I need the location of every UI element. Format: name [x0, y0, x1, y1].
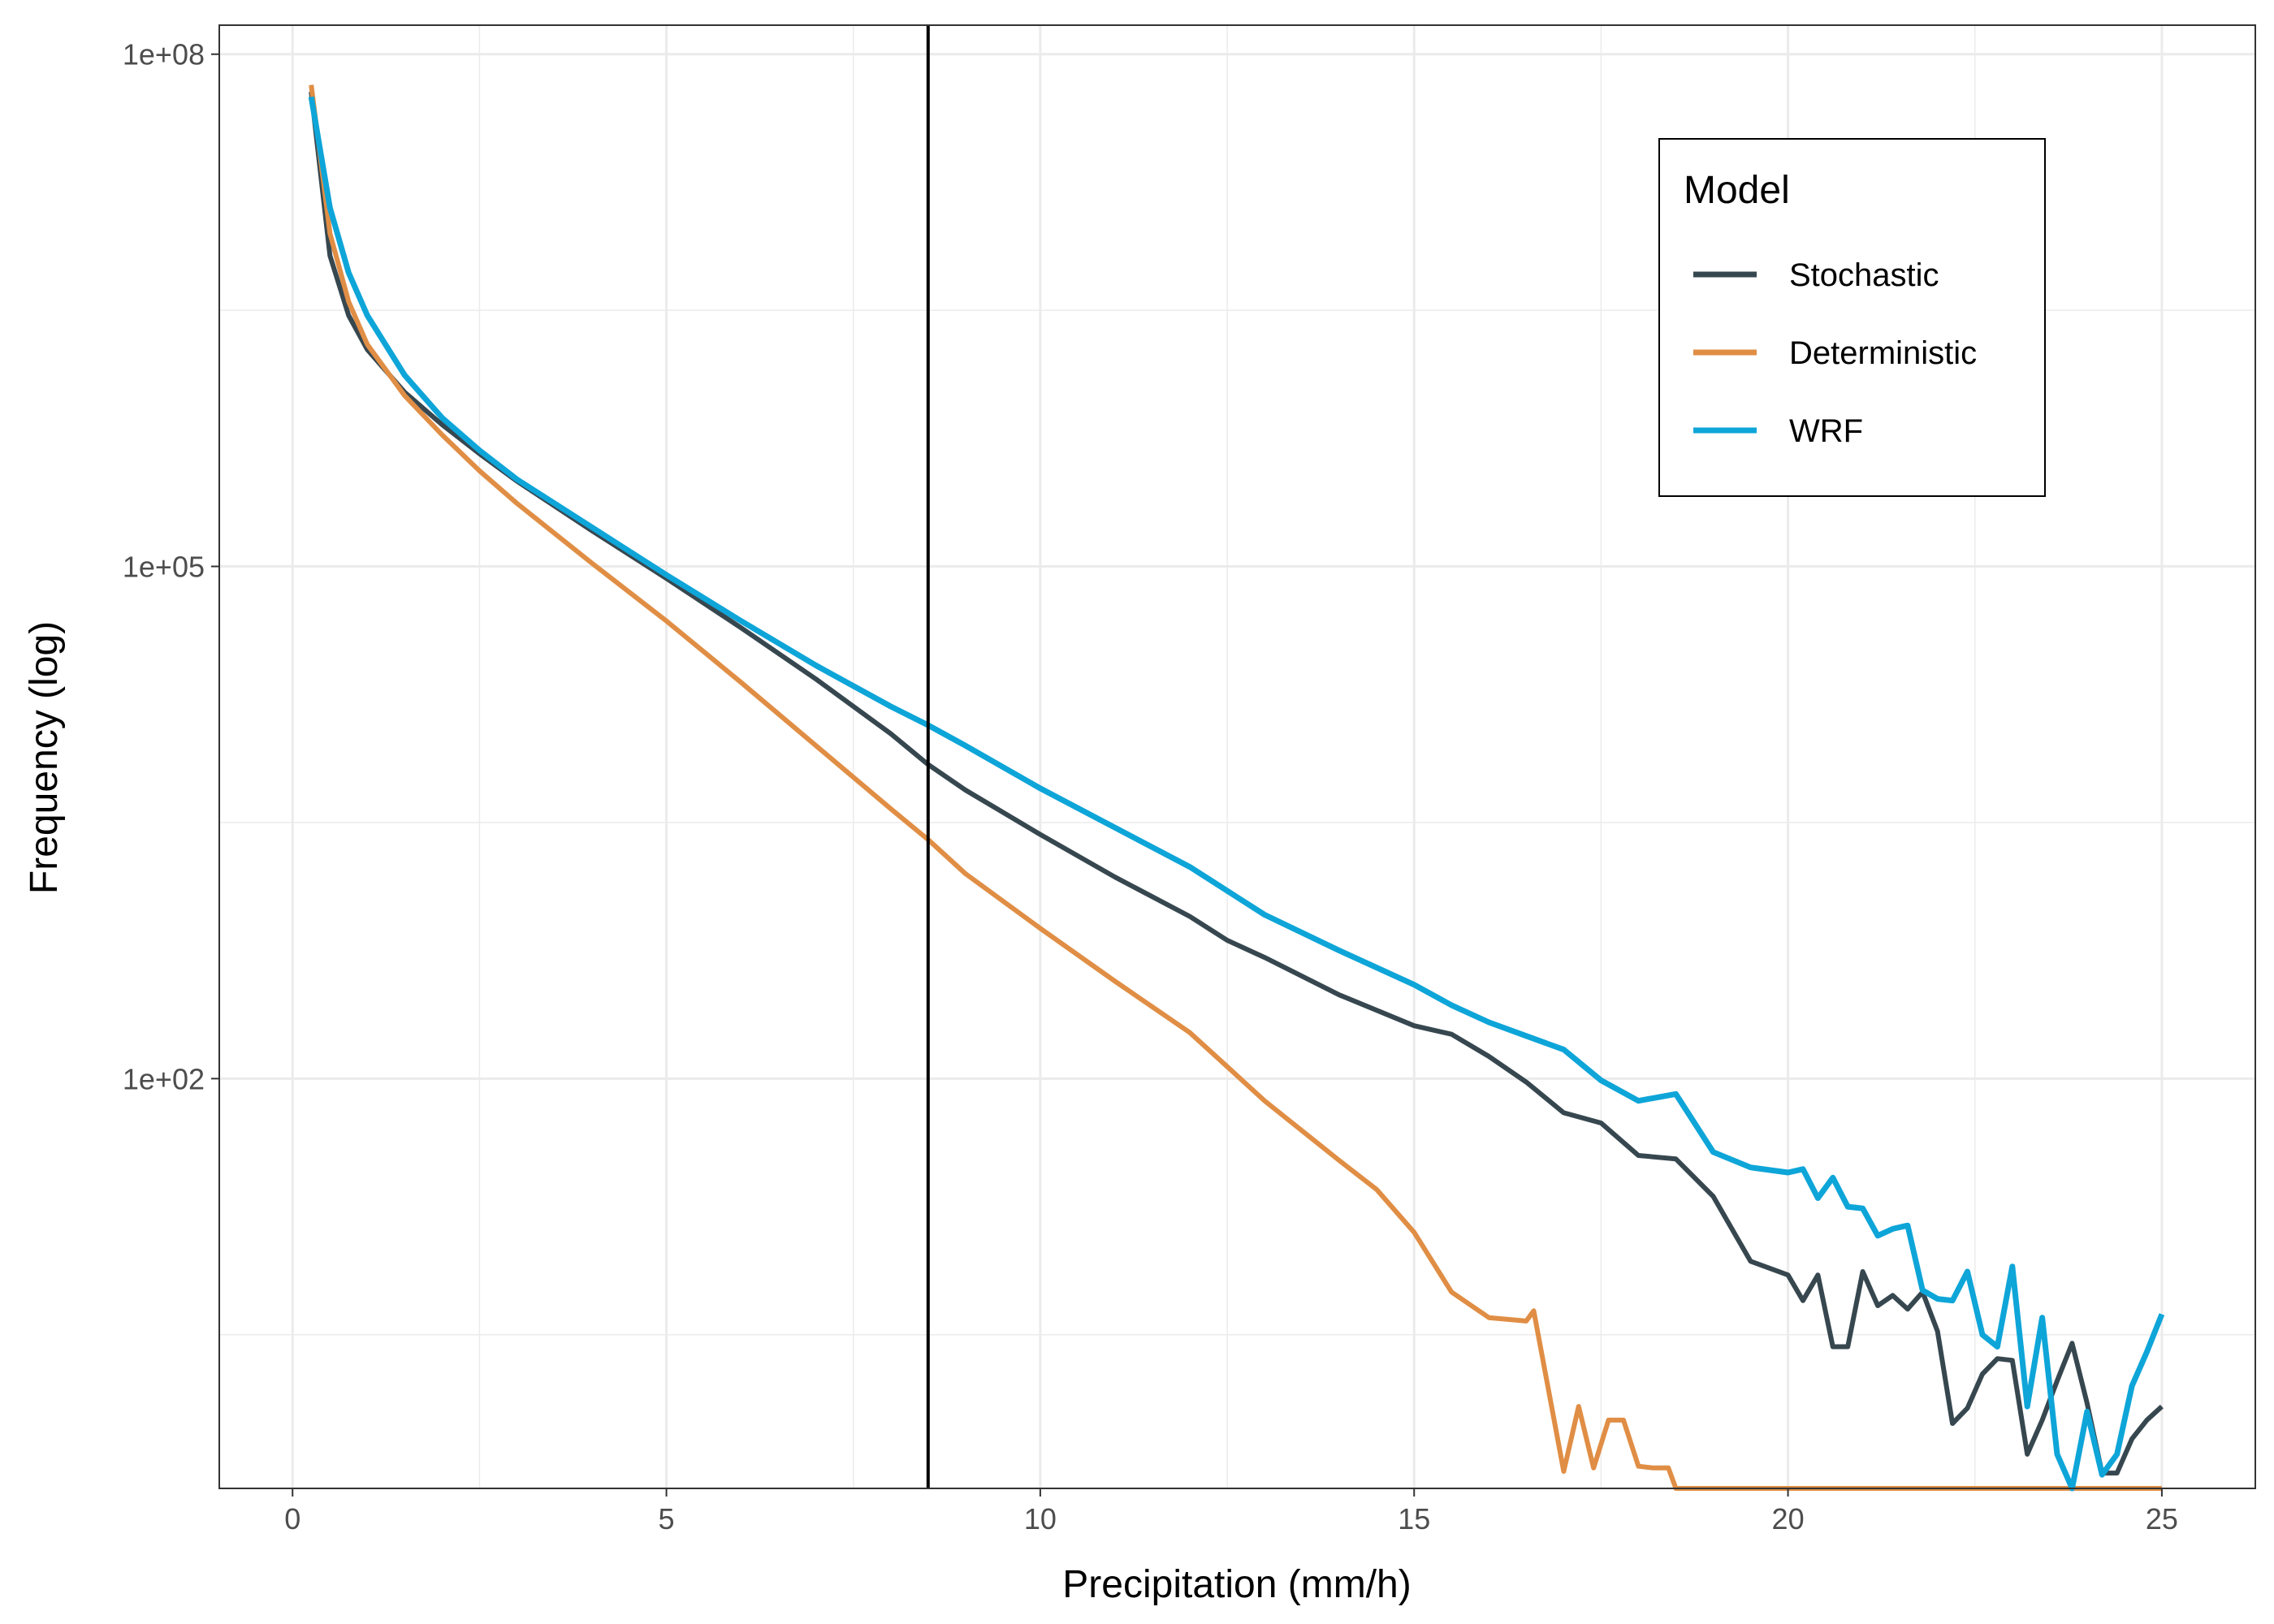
series-line-wrf: [308, 96, 2165, 1492]
legend-label-wrf: WRF: [1789, 413, 1863, 449]
x-axis-title: Precipitation (mm/h): [1062, 1563, 1411, 1606]
y-axis-ticks: 1e+02 1e+05 1e+08: [123, 38, 219, 1095]
x-axis-ticks: 0 5 10 15 20 25: [284, 1488, 2178, 1535]
legend-box: [1658, 138, 2046, 497]
legend-label-stochastic: Stochastic: [1789, 257, 1939, 293]
y-tick-label: 1e+05: [123, 551, 205, 584]
legend-label-deterministic: Deterministic: [1789, 335, 1977, 371]
series-line-deterministic: [309, 84, 2162, 1491]
legend-items: Stochastic Deterministic WRF: [1693, 257, 1977, 449]
y-axis-title: Frequency (log): [23, 621, 66, 894]
x-tick-label: 15: [1398, 1502, 1430, 1535]
legend: Model Stochastic Deterministic WRF: [1658, 138, 2046, 497]
legend-title: Model: [1684, 169, 1790, 212]
x-tick-label: 5: [659, 1502, 675, 1535]
x-tick-label: 25: [2146, 1502, 2178, 1535]
series-lines: [308, 84, 2165, 1492]
x-tick-label: 0: [284, 1502, 300, 1535]
y-tick-label: 1e+02: [123, 1062, 205, 1095]
x-tick-label: 10: [1024, 1502, 1057, 1535]
series-line-stochastic: [309, 91, 2164, 1476]
x-tick-label: 20: [1772, 1502, 1805, 1535]
y-tick-label: 1e+08: [123, 38, 205, 71]
plot-panel-border: [218, 24, 2256, 1489]
